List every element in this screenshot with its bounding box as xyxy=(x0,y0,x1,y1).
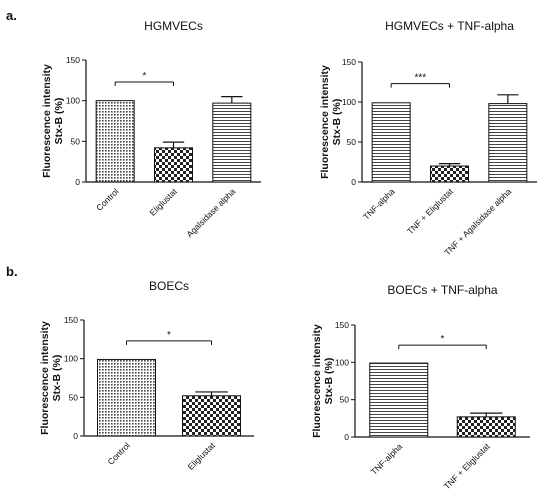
y-axis-label: Fluorescence intensity xyxy=(311,324,323,438)
bar-control xyxy=(95,100,135,183)
bar-tnf-alpha xyxy=(369,362,429,438)
category-label: TNF-alpha xyxy=(369,441,405,477)
panel-label-a: a. xyxy=(6,8,17,23)
y-axis-label: Fluorescence intensity xyxy=(319,65,331,179)
y-axis-label: Fluorescence intensity xyxy=(39,321,51,435)
bar-control xyxy=(97,358,156,437)
category-label: TNF + Agalsidase alpha xyxy=(442,186,513,257)
category-label: TNF + Eliglustat xyxy=(442,441,492,491)
y-tick-label: 0 xyxy=(73,431,78,441)
y-tick-label: 50 xyxy=(340,395,350,405)
y-tick-label: 150 xyxy=(335,320,349,330)
bar-tnf-eliglustat xyxy=(456,416,516,438)
chart-title: HGMVECs xyxy=(144,19,203,33)
y-axis-label: Stx-B (%) xyxy=(51,355,63,402)
category-label: TNF + Eliglustat xyxy=(405,186,455,236)
bar-tnf-agalsidase-alpha xyxy=(488,103,528,183)
category-label: Eliglustat xyxy=(147,186,179,218)
panel-label-b: b. xyxy=(6,264,18,279)
bar-eliglustat xyxy=(182,395,241,437)
category-label: TNF-alpha xyxy=(361,186,397,222)
category-label: Control xyxy=(105,440,132,467)
bar-eliglustat xyxy=(154,147,193,183)
chart-4: BOECs + TNF-alpha Fluorescence intensity S… xyxy=(311,283,530,491)
chart-title: BOECs xyxy=(149,279,189,293)
y-tick-label: 100 xyxy=(342,97,356,107)
y-tick-label: 50 xyxy=(347,137,357,147)
category-label: Eliglustat xyxy=(185,440,217,472)
y-tick-label: 0 xyxy=(344,432,349,442)
chart-2: HGMVECs + TNF-alpha Fluorescence intensit… xyxy=(319,19,537,257)
category-label: Agalsidase alpha xyxy=(184,186,237,239)
y-tick-label: 0 xyxy=(351,177,356,187)
significance-label: * xyxy=(142,71,146,82)
bar-agalsidase-alpha xyxy=(212,102,252,183)
y-axis-label: Fluorescence intensity xyxy=(41,64,53,178)
y-tick-label: 100 xyxy=(64,354,78,364)
chart-1: HGMVECs Fluorescence intensity Stx-B (%) 0 5… xyxy=(41,19,261,239)
y-tick-label: 50 xyxy=(69,392,79,402)
y-tick-label: 0 xyxy=(75,177,80,187)
y-tick-label: 150 xyxy=(66,55,80,65)
y-tick-label: 150 xyxy=(342,57,356,67)
chart-title: HGMVECs + TNF-alpha xyxy=(385,19,514,33)
y-axis-label: Stx-B (%) xyxy=(331,99,343,146)
y-axis-label: Stx-B (%) xyxy=(53,98,65,145)
chart-3: BOECs Fluorescence intensity Stx-B (%) 0 50 1… xyxy=(39,279,254,472)
y-tick-label: 100 xyxy=(66,96,80,106)
bar-tnf-alpha xyxy=(371,102,411,183)
significance-label: * xyxy=(441,334,445,345)
chart-title: BOECs + TNF-alpha xyxy=(387,283,497,297)
y-axis-label: Stx-B (%) xyxy=(323,358,335,405)
y-tick-label: 100 xyxy=(335,357,349,367)
y-tick-label: 150 xyxy=(64,315,78,325)
bar-tnf-eliglustat xyxy=(430,165,469,183)
category-label: Control xyxy=(94,186,121,213)
y-tick-label: 50 xyxy=(71,136,81,146)
significance-label: *** xyxy=(414,73,426,84)
significance-label: * xyxy=(167,330,171,341)
